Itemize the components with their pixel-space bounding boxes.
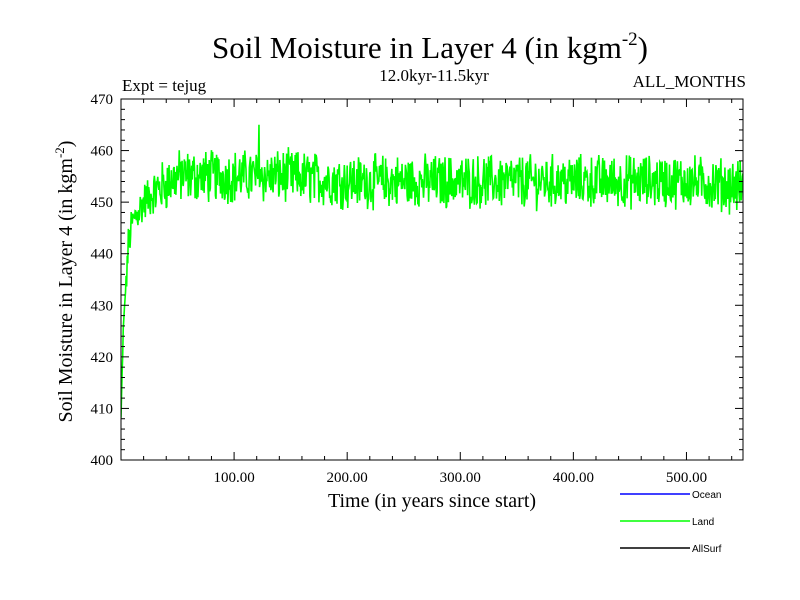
period-label: 12.0kyr-11.5kyr xyxy=(379,66,489,85)
legend: Ocean Land AllSurf xyxy=(620,490,722,555)
series-layer xyxy=(121,124,743,418)
y-tick-label: 460 xyxy=(91,144,114,160)
y-tick-label: 470 xyxy=(91,92,114,108)
series-line-land xyxy=(121,124,743,418)
ticks-layer xyxy=(121,98,743,461)
legend-label-allsurf: AllSurf xyxy=(692,544,722,555)
y-tick-label: 410 xyxy=(91,401,114,417)
x-axis-label: Time (in years since start) xyxy=(328,490,536,512)
chart-title: Soil Moisture in Layer 4 (in kgm-2) xyxy=(212,28,648,65)
legend-label-ocean: Ocean xyxy=(692,490,721,501)
x-tick-label: 400.00 xyxy=(553,470,594,486)
legend-label-land: Land xyxy=(692,517,714,528)
experiment-label: Expt = tejug xyxy=(122,76,207,95)
labels-layer: 100.00 200.00 300.00 400.00 500.00 400 410 420 4… xyxy=(91,92,708,486)
x-tick-label: 500.00 xyxy=(666,470,707,486)
x-tick-label: 300.00 xyxy=(440,470,481,486)
x-tick-label: 100.00 xyxy=(213,470,254,486)
y-tick-label: 440 xyxy=(91,247,114,263)
x-tick-label: 200.00 xyxy=(327,470,368,486)
y-tick-label: 450 xyxy=(91,195,114,211)
months-label: ALL_MONTHS xyxy=(632,72,746,91)
y-tick-label: 400 xyxy=(91,453,114,469)
y-axis-label: Soil Moisture in Layer 4 (in kgm-2) xyxy=(52,141,77,423)
plot-frame xyxy=(120,98,744,461)
y-tick-label: 430 xyxy=(91,298,114,314)
y-tick-label: 420 xyxy=(91,350,114,366)
